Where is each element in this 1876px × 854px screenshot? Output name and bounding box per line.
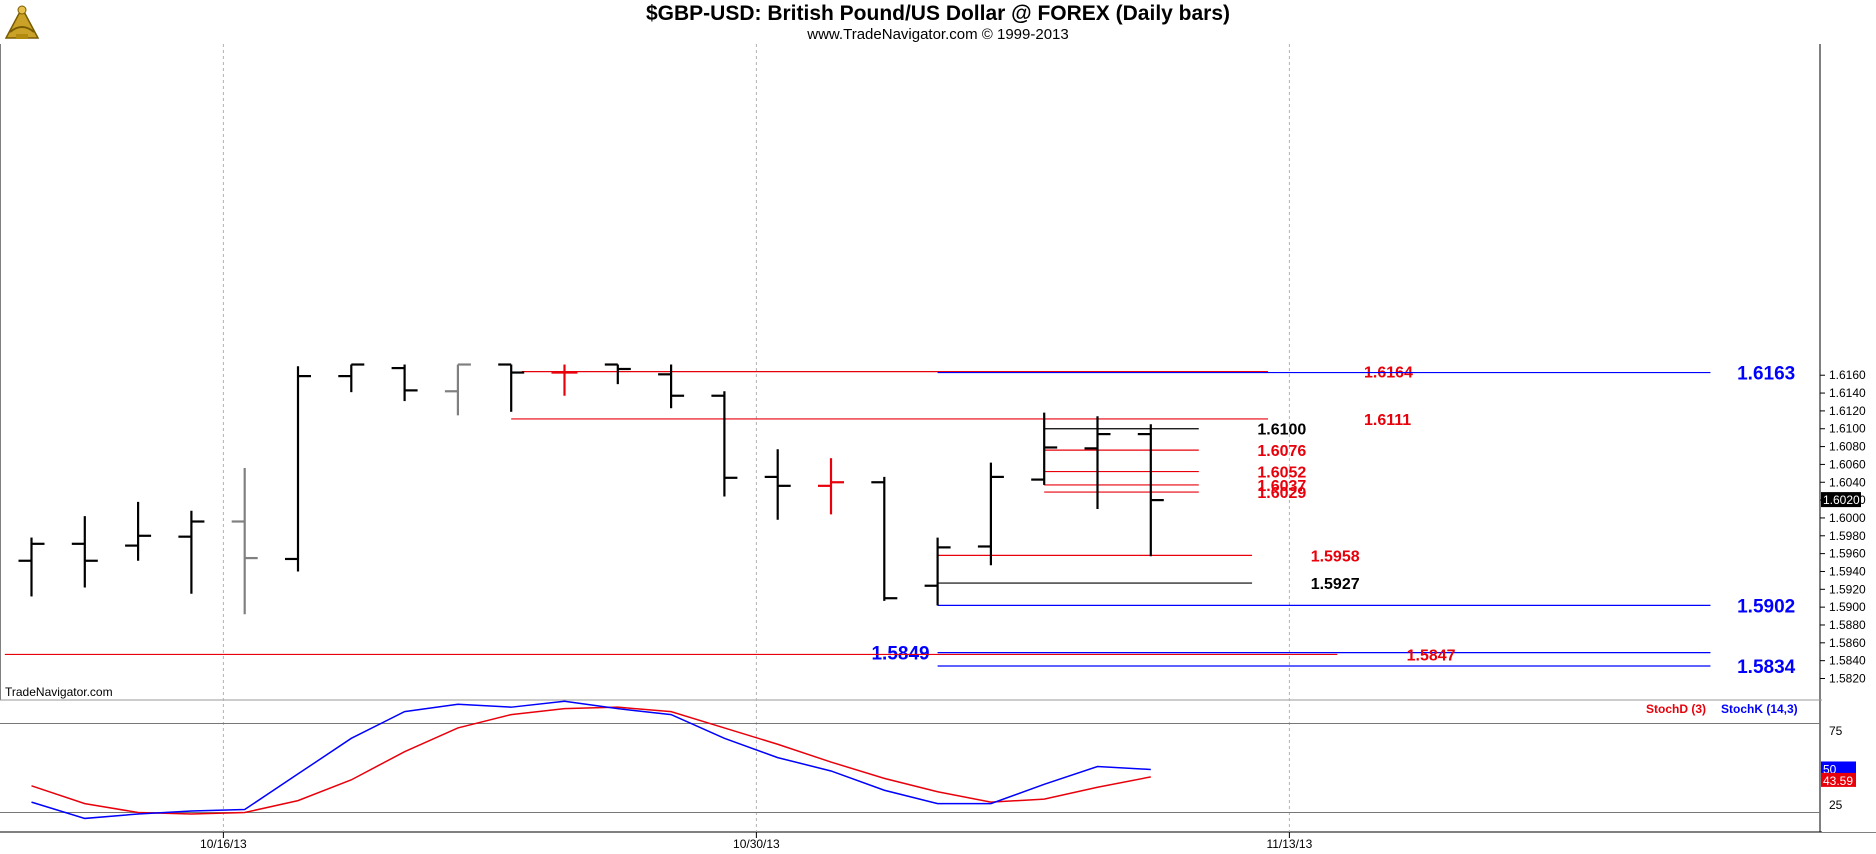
price-tick-label: 1.5880 <box>1829 618 1866 632</box>
price-bars <box>18 363 1164 615</box>
level-label: 1.6111 <box>1364 412 1411 429</box>
level-label: 1.5902 <box>1737 596 1795 617</box>
date-tick-label: 11/13/13 <box>1266 837 1312 851</box>
level-label: 1.5927 <box>1311 576 1360 593</box>
level-label: 1.6029 <box>1257 485 1306 502</box>
stoch-k-value-box <box>1821 761 1856 776</box>
date-tick-label: 10/30/13 <box>733 837 780 851</box>
level-label: 1.6100 <box>1257 422 1306 439</box>
price-tick-label: 1.6100 <box>1829 422 1866 436</box>
price-tick-label: 1.5940 <box>1829 564 1866 578</box>
current-price-label: 1.6020 <box>1823 493 1860 507</box>
price-tick-label: 1.6040 <box>1829 475 1866 489</box>
chart-title: $GBP-USD: British Pound/US Dollar @ FORE… <box>645 2 1231 25</box>
level-label: 1.6163 <box>1737 364 1795 385</box>
date-tick-label: 10/16/13 <box>200 837 247 851</box>
stoch-tick-label: 75 <box>1829 724 1843 738</box>
date-axis: 10/16/13 10/30/13 11/13/13 <box>200 832 1313 851</box>
level-label: 1.5847 <box>1407 647 1456 664</box>
axis-background <box>1822 44 1876 832</box>
price-axis: 1.5820 1.5840 1.5860 1.5880 1.5900 1.5920 1.59… <box>1820 368 1866 686</box>
level-label: 1.6164 <box>1364 365 1413 382</box>
current-price-box <box>1821 492 1861 508</box>
price-tick-label: 1.6000 <box>1829 511 1866 525</box>
level-label: 1.5834 <box>1737 657 1796 678</box>
level-label: 1.5958 <box>1311 548 1360 565</box>
price-tick-label: 1.5980 <box>1829 529 1866 543</box>
price-tick-label: 1.6140 <box>1829 386 1866 400</box>
grid-layer <box>0 44 1876 833</box>
price-tick-label: 1.6160 <box>1829 368 1866 382</box>
price-tick-label: 1.5920 <box>1829 582 1866 596</box>
chart-subtitle: www.TradeNavigator.com © 1999-2013 <box>807 26 1069 43</box>
stoch-d-value-box <box>1821 772 1856 787</box>
stoch-d-value-label: 43.59 <box>1823 774 1853 788</box>
level-label: 1.6052 <box>1257 465 1306 482</box>
price-tick-label: 1.5820 <box>1829 672 1866 686</box>
chart-header: $GBP-USD: British Pound/US Dollar @ FORE… <box>0 0 1876 44</box>
price-tick-label: 1.5860 <box>1829 636 1866 650</box>
price-tick-label: 1.6120 <box>1829 404 1866 418</box>
watermark: TradeNavigator.com <box>5 685 113 699</box>
stoch-d-legend: StochD (3) <box>1646 702 1706 716</box>
price-tick-label: 1.6080 <box>1829 440 1866 454</box>
stoch-d-line <box>31 706 1151 815</box>
price-tick-label: 1.5900 <box>1829 600 1866 614</box>
stoch-k-line <box>31 700 1151 820</box>
stoch-k-legend: StochK (14,3) <box>1721 702 1798 716</box>
level-label: 1.6076 <box>1257 443 1306 460</box>
price-tick-label: 1.5840 <box>1829 654 1866 668</box>
price-tick-label: 1.5960 <box>1829 547 1866 561</box>
sextant-logo-icon <box>4 5 40 39</box>
level-layer: 1.6164 1.61631.61111.61001.60761.60521.60… <box>4 364 1796 678</box>
stoch-tick-label: 25 <box>1829 798 1843 812</box>
level-label: 1.6037 <box>1257 478 1306 495</box>
price-tick-label: 1.6060 <box>1829 457 1866 471</box>
